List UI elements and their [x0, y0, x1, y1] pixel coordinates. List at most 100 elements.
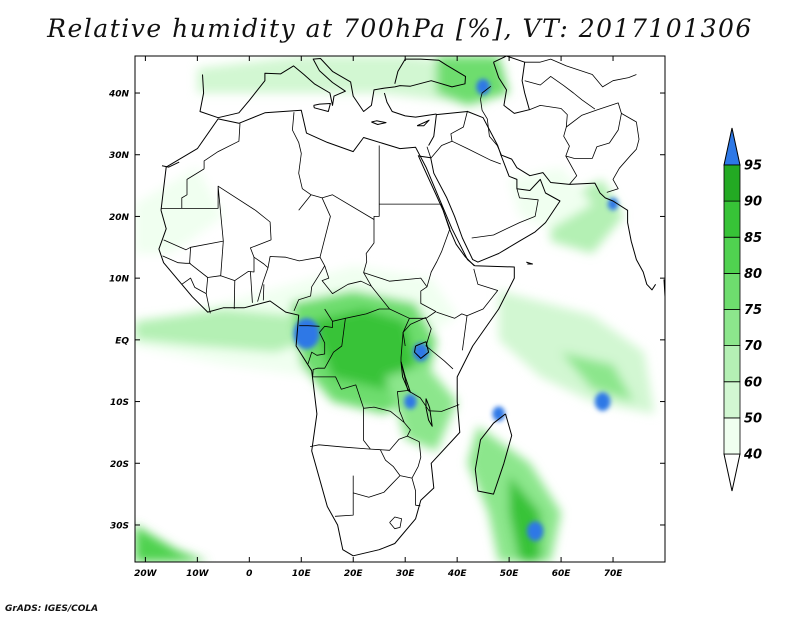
- lat-label-20N: 20N: [109, 213, 130, 223]
- humidity-field-layer: [135, 56, 655, 562]
- coastline-layer: [125, 56, 665, 557]
- field-east-africa: [384, 364, 458, 451]
- border-saudi-north: [430, 140, 501, 165]
- border-mauritania-mali: [161, 168, 205, 209]
- grads-credit: GrADS: IGES/COLA: [5, 604, 99, 614]
- border-west-africa-4: [250, 271, 253, 303]
- colorbar-label-85: 85: [744, 231, 762, 246]
- field-med-north: [197, 56, 510, 106]
- colorbar-label-75: 75: [744, 303, 762, 318]
- colorbar-label-70: 70: [744, 339, 762, 354]
- border-mali-burkina: [220, 241, 224, 276]
- coast-madagascar: [474, 413, 513, 495]
- border-ethiopia-somalia: [436, 268, 499, 319]
- border-zambia-mozambique: [380, 422, 411, 451]
- border-west-africa-3: [233, 280, 236, 310]
- indian-ocean-spot: [594, 392, 611, 411]
- lon-label-70E: 70E: [604, 569, 624, 579]
- border-algeria-north: [203, 123, 241, 169]
- colorbar: 40 50 60 70 75 80 85 90 95: [723, 127, 762, 492]
- border-saudi-yemen: [471, 188, 539, 239]
- border-niger-border: [250, 194, 331, 269]
- colorbar-segment-70: [723, 309, 741, 346]
- map-panel: 40N 30N 20N 10N EQ 10S 20S 30S 20W 10W 0 10E 20E 30E…: [108, 55, 666, 579]
- coast-sicily: [313, 103, 331, 112]
- border-chad-sudan: [363, 219, 410, 319]
- coast-crete: [371, 120, 387, 125]
- border-turkmen-uzbek: [524, 76, 596, 110]
- border-congo-gabon: [307, 321, 333, 365]
- coast-canary-islands: [161, 161, 180, 168]
- lon-label-20E: 20E: [344, 569, 364, 579]
- border-mali-algeria: [217, 185, 272, 240]
- coast-lake-tanganyika: [400, 361, 411, 393]
- lon-label-10W: 10W: [186, 569, 210, 579]
- field-congo-core: [311, 309, 416, 390]
- lon-label-50E: 50E: [500, 569, 520, 579]
- lat-label-30N: 30N: [109, 151, 130, 161]
- coast-lake-victoria: [414, 341, 430, 359]
- field-atlantic-north: [135, 167, 224, 254]
- border-angola-zambia: [363, 408, 371, 450]
- colorbar-segment-40: [723, 417, 741, 455]
- border-iran-east: [529, 105, 578, 185]
- map-title: Relative humidity at 700hPa [%], VT: 201…: [47, 14, 753, 43]
- coast-africa-coast: [158, 109, 515, 557]
- coast-cyprus: [416, 119, 430, 127]
- lon-axis: 20W 10W 0 10E 20E 30E 40E 50E 60E 70E: [134, 56, 623, 579]
- lon-label-0: 0: [246, 569, 252, 579]
- coast-socotra: [526, 261, 533, 265]
- border-tanzania-moz: [407, 390, 460, 412]
- colorbar-segment-90: [723, 164, 741, 202]
- border-algeria-libya: [292, 112, 312, 211]
- field-indian-core: [561, 352, 634, 402]
- border-layer: [161, 58, 640, 530]
- border-gabon-cameroon: [299, 325, 320, 327]
- lat-label-30S: 30S: [110, 521, 129, 531]
- lat-label-10N: 10N: [109, 275, 130, 285]
- lat-label-10S: 10S: [110, 398, 129, 408]
- border-kazakh-south: [524, 58, 637, 88]
- coast-europe-south: [199, 58, 466, 119]
- coast-turkey-south: [383, 92, 437, 118]
- colorbar-label-90: 90: [744, 195, 762, 210]
- colorbar-label-95: 95: [744, 159, 762, 174]
- border-kenya-tanzania: [425, 345, 454, 370]
- border-cameroon-nigeria: [293, 265, 326, 312]
- lat-label-EQ: EQ: [115, 336, 129, 346]
- lat-label-40N: 40N: [108, 90, 130, 100]
- colorbar-low-triangle: [723, 453, 741, 492]
- lat-axis: 40N 30N 20N 10N EQ 10S 20S 30S: [108, 90, 665, 531]
- colorbar-label-50: 50: [744, 411, 762, 426]
- field-arabia-east: [509, 167, 593, 229]
- lon-label-20W: 20W: [134, 569, 158, 579]
- field-turkey-caucasus: [436, 56, 510, 106]
- border-botswana-sa: [353, 475, 401, 498]
- lon-label-60E: 60E: [552, 569, 572, 579]
- colorbar-segment-75: [723, 272, 741, 310]
- border-angola-namibia: [310, 444, 381, 451]
- tanzania-spot: [404, 394, 417, 409]
- border-chad-south: [319, 257, 372, 294]
- madagascar-spot: [492, 406, 505, 422]
- colorbar-label-60: 60: [744, 375, 762, 390]
- border-iraq-iran: [480, 99, 502, 155]
- colorbar-segment-80: [723, 236, 741, 274]
- lake-victoria-spot: [413, 342, 429, 362]
- border-car-drc: [324, 308, 390, 322]
- field-sw-jet: [135, 525, 208, 562]
- border-iraq-syria: [450, 110, 468, 142]
- border-afghan-pak: [565, 102, 622, 159]
- border-senegal: [162, 255, 191, 264]
- border-uganda: [402, 317, 432, 347]
- lon-label-10E: 10E: [292, 569, 312, 579]
- border-guinea: [181, 277, 207, 294]
- colorbar-label-40: 40: [743, 448, 762, 463]
- lon-label-30E: 30E: [396, 569, 416, 579]
- border-west-africa-1: [189, 247, 255, 281]
- border-sudan-south: [363, 272, 428, 288]
- border-iran-turkey: [480, 85, 492, 100]
- colorbar-label-80: 80: [744, 267, 762, 282]
- coast-cape-verde: [125, 238, 131, 247]
